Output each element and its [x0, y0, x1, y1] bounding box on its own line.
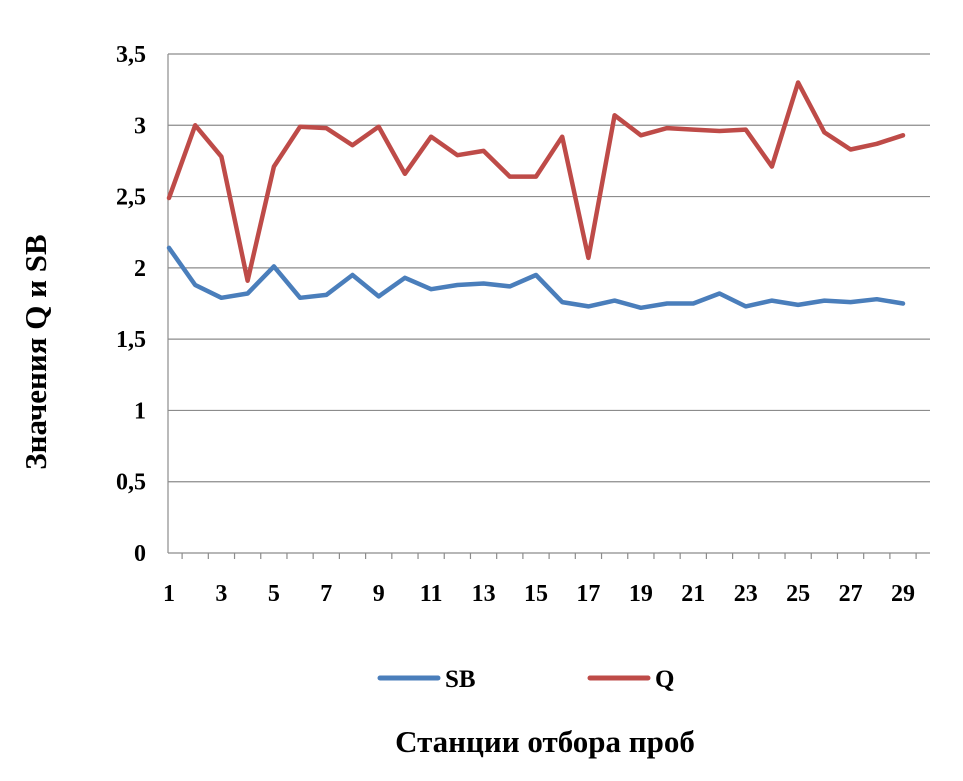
- legend-label-sb: SB: [445, 666, 476, 693]
- x-tick-label: 25: [786, 581, 810, 607]
- series-line-sb: [166, 245, 906, 311]
- y-tick-label: 0: [134, 541, 146, 567]
- y-tick-labels: 0 0,5 1 1,5 2 2,5 3 3,5: [116, 42, 146, 567]
- x-tick-label: 15: [524, 581, 548, 607]
- y-tick-label: 1: [134, 398, 146, 424]
- legend: SB Q: [377, 666, 674, 693]
- y-tick-label: 2: [134, 256, 146, 282]
- y-tick-label: 3: [134, 113, 146, 139]
- x-tick-label: 9: [373, 581, 385, 607]
- series-line-q: [166, 80, 906, 283]
- y-tick-label: 2,5: [116, 185, 146, 211]
- x-tick-label: 27: [839, 581, 863, 607]
- x-tick-label: 3: [215, 581, 227, 607]
- x-tick-label: 21: [681, 581, 705, 607]
- y-axis-title: Значения Q и SB: [18, 234, 53, 469]
- x-tick-label: 29: [891, 581, 915, 607]
- y-tick-label: 1,5: [116, 327, 146, 353]
- x-tick-label: 11: [420, 581, 443, 607]
- x-tick-label: 23: [734, 581, 758, 607]
- x-tick-label: 17: [576, 581, 600, 607]
- x-tick-label: 7: [320, 581, 332, 607]
- series-lines: [166, 80, 906, 311]
- x-tick-labels: 1 3 5 7 9 11 13 15 17 19 21 23 25 27 29: [163, 581, 915, 607]
- legend-label-q: Q: [655, 666, 674, 693]
- x-tick-label: 5: [268, 581, 280, 607]
- x-axis-title: Станции отбора проб: [395, 724, 695, 759]
- gridlines: [168, 53, 930, 483]
- x-tick-label: 19: [629, 581, 653, 607]
- x-tick-label: 13: [472, 581, 496, 607]
- x-tick-label: 1: [163, 581, 175, 607]
- y-tick-label: 3,5: [116, 42, 146, 68]
- y-tick-label: 0,5: [116, 470, 146, 496]
- axes: [167, 54, 930, 559]
